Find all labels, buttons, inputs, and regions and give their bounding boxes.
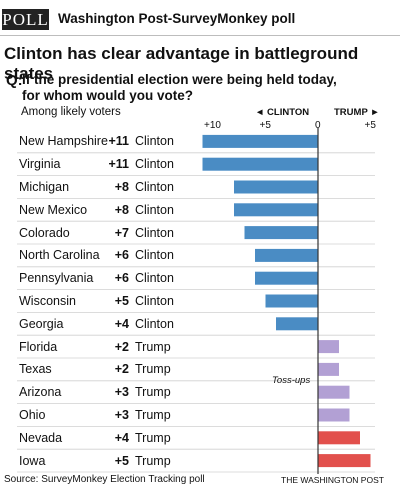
leader-label: Clinton: [135, 202, 174, 217]
question-line-2: for whom would you vote?: [22, 88, 193, 103]
margin-label: +3: [114, 385, 129, 400]
margin-label: +5: [114, 294, 129, 308]
margin-label: +2: [114, 339, 129, 354]
state-label: Nevada: [19, 430, 63, 445]
bar-wisconsin: [265, 294, 318, 308]
bar-colorado: [244, 226, 318, 240]
leader-label: Clinton: [135, 157, 174, 172]
state-label: Wisconsin: [19, 294, 76, 308]
header-divider: [0, 35, 400, 36]
margin-label: +11: [108, 157, 129, 172]
margin-label: +3: [114, 408, 129, 422]
bar-georgia: [276, 317, 318, 331]
leader-label: Trump: [135, 430, 171, 445]
x-tick-label: 0: [315, 120, 321, 131]
state-label: Colorado: [19, 225, 70, 240]
credit: THE WASHINGTON POST: [281, 475, 384, 485]
leader-label: Trump: [135, 408, 171, 422]
clinton-direction-label: ◄ CLINTON: [255, 107, 310, 118]
x-tick-label: +5: [259, 120, 271, 131]
margin-label: +6: [114, 248, 129, 263]
chart-subtitle: Among likely voters: [21, 106, 121, 118]
headline: Clinton has clear advantage in battlegro…: [4, 44, 359, 83]
leader-label: Trump: [135, 339, 171, 354]
state-label: Pennsylvania: [19, 271, 94, 286]
state-label: Ohio: [19, 408, 46, 422]
poll-badge: POLL: [2, 9, 49, 30]
margin-label: +2: [114, 362, 129, 377]
leader-label: Clinton: [135, 180, 174, 194]
bar-north-carolina: [255, 248, 318, 262]
state-label: Arizona: [19, 385, 62, 400]
state-label: Iowa: [19, 453, 46, 468]
leader-label: Trump: [135, 453, 171, 468]
poll-name: Washington Post-SurveyMonkey poll: [58, 11, 296, 26]
margin-label: +4: [114, 430, 129, 445]
bar-iowa: [318, 454, 371, 468]
bar-virginia: [202, 157, 318, 171]
state-label: Florida: [19, 339, 58, 354]
bar-florida: [318, 340, 339, 354]
state-label: Michigan: [19, 180, 70, 194]
bar-new-hampshire: [202, 134, 318, 148]
margin-label: +5: [114, 453, 129, 468]
question-line-1: If the presidential election were being …: [22, 72, 337, 87]
margin-label: +7: [114, 225, 129, 240]
leader-label: Clinton: [135, 248, 174, 263]
bar-texas: [318, 362, 339, 376]
bar-pennsylvania: [255, 271, 318, 285]
bar-nevada: [318, 431, 360, 445]
leader-label: Clinton: [135, 271, 174, 286]
x-tick-label: +10: [204, 120, 221, 131]
bar-arizona: [318, 385, 350, 399]
margin-label: +11: [108, 134, 129, 149]
leader-label: Clinton: [135, 316, 174, 331]
tossups-annotation: Toss-ups: [272, 375, 311, 386]
margin-label: +6: [114, 271, 129, 286]
bar-michigan: [234, 180, 318, 194]
margin-label: +8: [114, 202, 129, 217]
bar-new-mexico: [234, 203, 318, 217]
trump-direction-label: TRUMP ►: [334, 107, 380, 118]
leader-label: Clinton: [135, 294, 174, 308]
question-marker: Q:: [6, 72, 23, 89]
state-label: Virginia: [19, 157, 61, 172]
leader-label: Clinton: [135, 225, 174, 240]
leader-label: Clinton: [135, 134, 174, 149]
x-tick-label: +5: [364, 120, 376, 131]
state-label: Texas: [19, 362, 52, 377]
state-label: North Carolina: [19, 248, 100, 263]
leader-label: Trump: [135, 362, 171, 377]
state-label: New Hampshire: [19, 134, 108, 149]
state-label: New Mexico: [19, 202, 88, 217]
source-note: Source: SurveyMonkey Election Tracking p…: [4, 474, 205, 485]
leader-label: Trump: [135, 385, 171, 400]
bar-ohio: [318, 408, 350, 422]
margin-label: +4: [114, 316, 129, 331]
state-label: Georgia: [19, 316, 64, 331]
margin-label: +8: [114, 180, 129, 194]
